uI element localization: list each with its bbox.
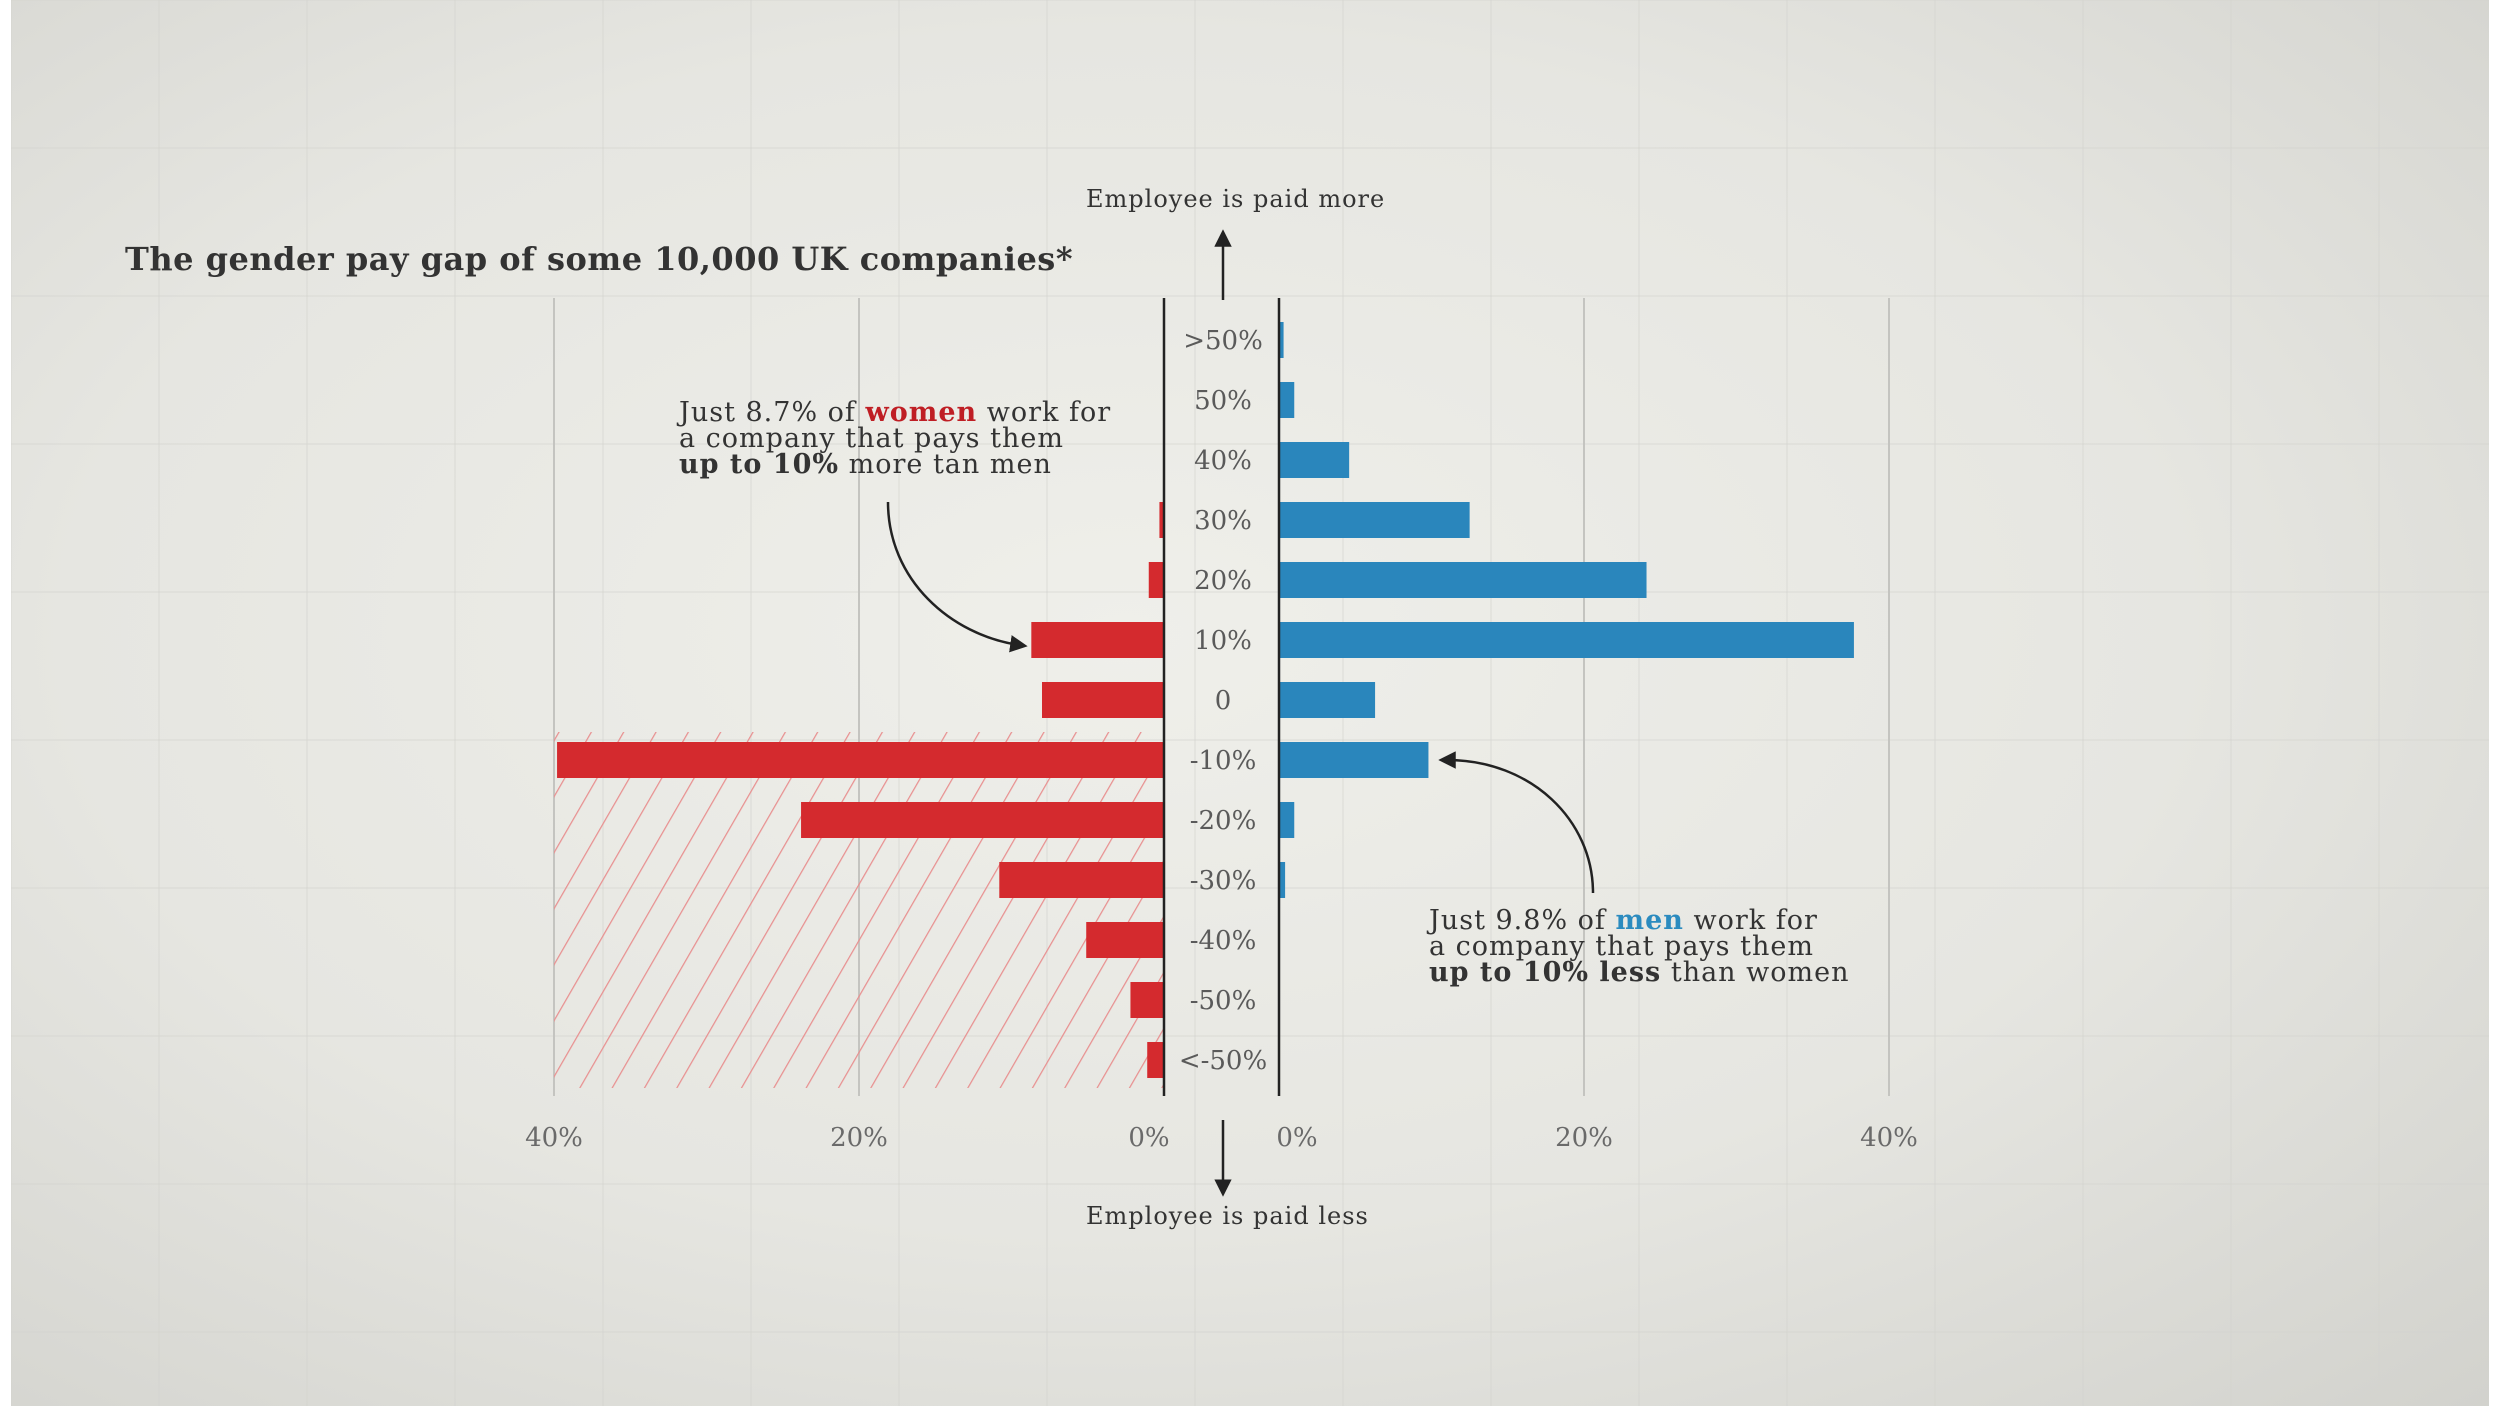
category-label: 30%: [1194, 506, 1252, 536]
annotation-women-text: more tan men: [839, 449, 1052, 480]
bar-men: [1279, 502, 1470, 538]
annotation-men-text: than women: [1661, 957, 1850, 988]
annotation-women: Just 8.7% of women work for a company th…: [679, 397, 1112, 480]
category-label: 0: [1215, 686, 1232, 716]
x-tick-label: 20%: [830, 1123, 888, 1153]
annotation-women-line2: a company that pays them: [679, 423, 1064, 454]
category-label: -40%: [1190, 926, 1257, 956]
axis-bottom-caption: Employee is paid less: [1086, 1202, 1369, 1230]
bar-women: [1086, 922, 1164, 958]
category-label: >50%: [1183, 326, 1263, 356]
bar-women: [1130, 982, 1164, 1018]
bar-men: [1279, 862, 1286, 898]
bar-men: [1279, 562, 1647, 598]
bar-men: [1279, 622, 1854, 658]
category-label: -50%: [1190, 986, 1257, 1016]
men-highlight: men: [1615, 905, 1684, 936]
bar-women: [557, 742, 1164, 778]
bar-men: [1279, 442, 1350, 478]
bar-women: [1159, 502, 1164, 538]
bar-women: [801, 802, 1164, 838]
category-label: 50%: [1194, 386, 1252, 416]
background-paper-grid: [11, 0, 2489, 1406]
category-label: -30%: [1190, 866, 1257, 896]
bar-women: [1148, 562, 1164, 598]
annotation-men: Just 9.8% of men work for a company that…: [1429, 905, 1850, 988]
bar-women: [1147, 1042, 1164, 1078]
bar-women: [1031, 622, 1164, 658]
bar-men: [1279, 682, 1376, 718]
bar-men: [1279, 322, 1284, 358]
category-label: -20%: [1190, 806, 1257, 836]
annotation-men-line2: a company that pays them: [1429, 931, 1814, 962]
annotation-women-text: Just 8.7% of: [679, 397, 866, 428]
chart-poster: >50% 50% 40% 30% 20% 10% 0 -10% -20% -30% -40% -50%…: [11, 0, 2489, 1406]
x-tick-label: 20%: [1555, 1123, 1613, 1153]
x-tick-label: 0%: [1128, 1123, 1169, 1153]
x-tick-label: 40%: [1860, 1123, 1918, 1153]
bar-men: [1279, 802, 1295, 838]
x-tick-label: 0%: [1276, 1123, 1317, 1153]
annotation-women-text: work for: [977, 397, 1112, 428]
bar-men: [1279, 742, 1429, 778]
bar-women: [1042, 682, 1164, 718]
category-label: 40%: [1194, 446, 1252, 476]
callout-arrow-men: [1438, 751, 1595, 894]
pay-gap-chart: >50% 50% 40% 30% 20% 10% 0 -10% -20% -30% -40% -50%…: [525, 229, 1918, 1197]
annotation-men-text: Just 9.8% of: [1429, 905, 1616, 936]
bar-men: [1279, 382, 1295, 418]
annotation-women-bold: up to 10%: [679, 449, 840, 480]
hatched-region: [554, 732, 1164, 1088]
callout-arrow-women: [886, 501, 1028, 653]
x-tick-label: 40%: [525, 1123, 583, 1153]
chart-title: The gender pay gap of some 10,000 UK com…: [125, 240, 1074, 278]
category-label: -10%: [1190, 746, 1257, 776]
annotation-men-bold: up to 10% less: [1429, 957, 1662, 988]
women-highlight: women: [865, 397, 978, 428]
axis-top-caption: Employee is paid more: [1086, 185, 1386, 213]
category-label: 20%: [1194, 566, 1252, 596]
category-label: <-50%: [1179, 1046, 1267, 1076]
category-label: 10%: [1194, 626, 1252, 656]
bar-women: [999, 862, 1164, 898]
annotation-men-text: work for: [1683, 905, 1818, 936]
